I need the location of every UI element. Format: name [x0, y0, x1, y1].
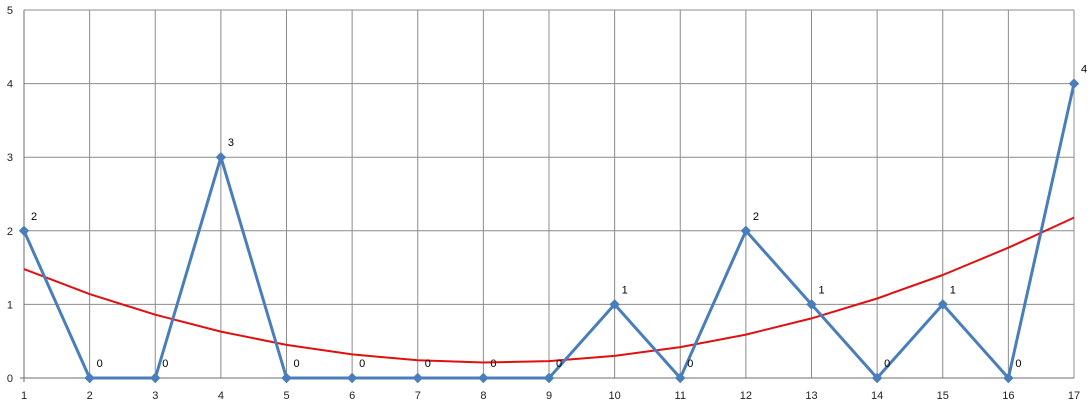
data-label: 0 [359, 358, 365, 370]
x-tick-label: 12 [740, 390, 752, 402]
data-label: 0 [490, 358, 496, 370]
data-point-marker [806, 299, 817, 310]
data-point-marker [543, 372, 555, 384]
data-label: 2 [753, 211, 759, 223]
data-point-marker [150, 372, 161, 384]
data-point-marker [1068, 78, 1080, 89]
data-label: 0 [425, 358, 431, 370]
y-tick-label: 3 [7, 152, 13, 164]
axes [20, 10, 1074, 382]
data-point-marker [346, 372, 358, 384]
data-label: 0 [884, 358, 890, 370]
data-label: 3 [228, 137, 234, 149]
data-label: 1 [819, 284, 825, 296]
data-label: 1 [622, 284, 628, 296]
x-tick-label: 5 [283, 390, 289, 402]
y-tick-label: 4 [7, 79, 13, 91]
data-point-marker [937, 299, 948, 310]
series-markers [18, 78, 1080, 384]
data-label: 4 [1081, 64, 1087, 76]
y-tick-label: 2 [7, 226, 13, 238]
data-label: 0 [1015, 358, 1021, 370]
x-tick-label: 7 [415, 390, 421, 402]
y-tick-label: 0 [7, 373, 13, 385]
data-point-marker [18, 225, 30, 237]
data-point-marker [871, 372, 883, 384]
x-tick-label: 11 [675, 390, 686, 402]
x-tick-label: 6 [349, 390, 355, 402]
data-label: 0 [97, 358, 103, 370]
data-label: 0 [294, 358, 300, 370]
data-label: 0 [162, 358, 168, 370]
x-tick-label: 9 [546, 390, 552, 402]
x-axis-tick-labels: 1 2 3 4 5 6 7 8 9 10 11 12 13 14 15 16 17 [21, 390, 1080, 402]
data-label: 2 [31, 211, 37, 223]
x-tick-label: 1 [21, 390, 27, 402]
y-tick-label: 1 [7, 299, 13, 311]
x-tick-label: 2 [87, 390, 93, 402]
y-tick-label: 5 [7, 5, 13, 17]
data-label: 1 [950, 284, 956, 296]
trendline-curve [23, 216, 1075, 364]
x-tick-label: 15 [937, 390, 949, 402]
data-label: 0 [556, 358, 562, 370]
x-tick-label: 4 [218, 390, 224, 402]
data-point-marker [281, 372, 292, 384]
data-point-marker [1003, 372, 1014, 384]
data-point-marker [675, 372, 686, 384]
trendline [23, 216, 1075, 364]
data-point-marker [412, 372, 423, 384]
x-tick-label: 14 [871, 390, 883, 402]
data-point-marker [740, 225, 752, 237]
data-point-marker [84, 372, 95, 384]
x-tick-label: 13 [805, 390, 817, 402]
data-point-marker [609, 299, 620, 310]
data-point-marker [215, 151, 227, 163]
x-tick-label: 3 [152, 390, 158, 402]
x-tick-label: 16 [1002, 390, 1014, 402]
x-tick-label: 10 [609, 390, 621, 402]
gridlines [23, 9, 1075, 379]
x-tick-label: 17 [1068, 390, 1080, 402]
data-point-marker [478, 372, 489, 384]
data-labels: 2 0 0 3 0 0 0 0 0 1 0 2 1 0 1 0 4 [31, 64, 1087, 370]
x-tick-label: 8 [480, 390, 486, 402]
y-axis-tick-labels: 0 1 2 3 4 5 [7, 5, 13, 385]
data-label: 0 [687, 358, 693, 370]
